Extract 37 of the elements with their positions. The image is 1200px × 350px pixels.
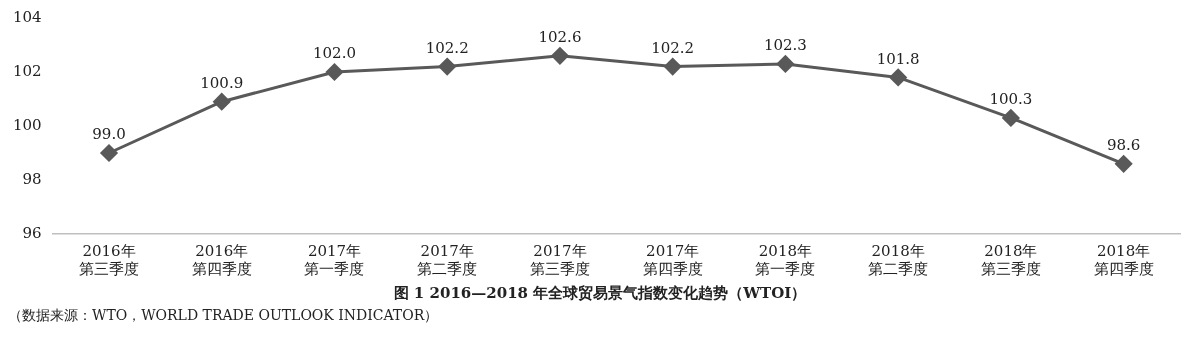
y-tick-label: 98	[22, 169, 42, 188]
data-label: 102.6	[538, 28, 582, 47]
data-label: 99.0	[92, 125, 126, 144]
point	[100, 144, 118, 162]
y-tick-label: 104	[12, 7, 42, 26]
x-tick-label: 2018年第一季度	[755, 241, 816, 278]
data-label: 102.0	[313, 44, 356, 63]
point	[1115, 155, 1133, 173]
text: 图 1 2016—2018 年全球贸易景气指数变化趋势（WTOI）	[392, 284, 808, 303]
text: （数据来源：WTO，WORLD TRADE OUTLOOK INDICATOR）	[8, 307, 440, 325]
data-label: 102.3	[763, 36, 807, 55]
x-tick-label: 2017年第一季度	[304, 241, 365, 278]
y-tick-label: 102	[12, 61, 42, 80]
data-label: 101.8	[876, 49, 920, 68]
point	[664, 58, 682, 76]
data-label: 102.2	[425, 38, 469, 57]
y-tick-label: 100	[12, 115, 42, 134]
data-label: 100.3	[989, 90, 1033, 109]
x-tick-label: 2016年第三季度	[79, 241, 139, 278]
point	[325, 63, 343, 81]
x-tick-label: 2018年第三季度	[980, 241, 1041, 278]
x-tick-label: 2018年第四季度	[1093, 241, 1154, 278]
x-tick-label: 2017年第三季度	[529, 241, 590, 278]
point	[776, 55, 794, 73]
point	[438, 58, 456, 76]
data-label: 102.2	[651, 38, 695, 57]
point	[889, 68, 907, 86]
x-tick-label: 2017年第四季度	[642, 241, 703, 278]
point	[1002, 109, 1020, 127]
data-label: 98.6	[1106, 136, 1141, 155]
data-label: 100.9	[200, 74, 244, 93]
point	[213, 93, 231, 111]
point	[551, 47, 569, 65]
x-tick-label: 2018年第二季度	[868, 241, 929, 278]
x-tick-label: 2016年第四季度	[191, 241, 252, 278]
y-tick-label: 96	[22, 223, 42, 242]
x-tick-label: 2017年第二季度	[417, 241, 478, 278]
